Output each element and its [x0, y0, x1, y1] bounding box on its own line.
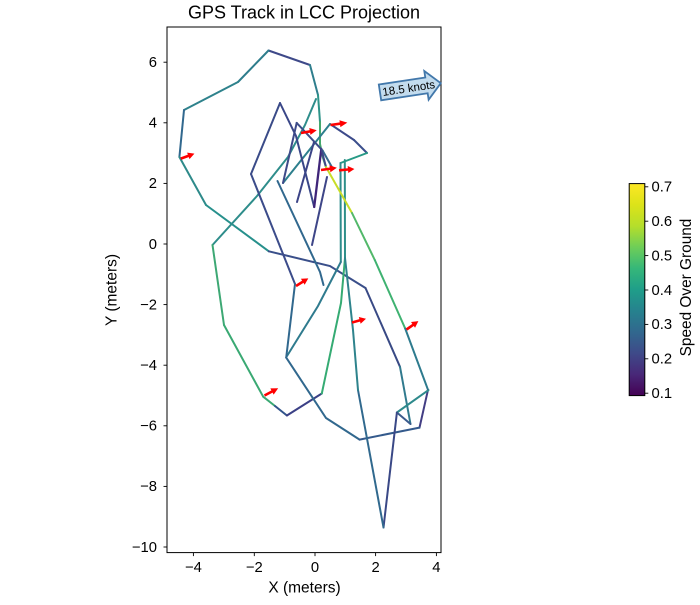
- svg-text:2: 2: [149, 176, 157, 192]
- svg-text:−6: −6: [140, 419, 157, 435]
- svg-text:2: 2: [371, 560, 379, 576]
- svg-text:0: 0: [149, 237, 157, 253]
- svg-text:0.5: 0.5: [652, 248, 673, 264]
- svg-text:6: 6: [149, 55, 157, 71]
- svg-text:−8: −8: [140, 479, 157, 495]
- svg-text:Y (meters): Y (meters): [104, 254, 121, 326]
- svg-text:X (meters): X (meters): [268, 580, 340, 597]
- svg-text:Speed Over Ground: Speed Over Ground: [678, 219, 695, 357]
- svg-text:0.7: 0.7: [652, 180, 673, 196]
- svg-text:4: 4: [149, 116, 157, 132]
- svg-text:−2: −2: [140, 297, 157, 313]
- svg-text:−2: −2: [246, 560, 263, 576]
- svg-text:−4: −4: [140, 358, 157, 374]
- svg-text:4: 4: [432, 560, 440, 576]
- svg-text:GPS Track in LCC Projection: GPS Track in LCC Projection: [188, 3, 420, 23]
- svg-text:0.6: 0.6: [652, 214, 673, 230]
- svg-text:0: 0: [311, 560, 319, 576]
- svg-text:0.3: 0.3: [652, 317, 673, 333]
- svg-text:0.1: 0.1: [652, 386, 673, 402]
- svg-text:0.2: 0.2: [652, 352, 673, 368]
- svg-text:−4: −4: [185, 560, 202, 576]
- svg-text:−10: −10: [132, 540, 157, 556]
- svg-text:0.4: 0.4: [652, 283, 673, 299]
